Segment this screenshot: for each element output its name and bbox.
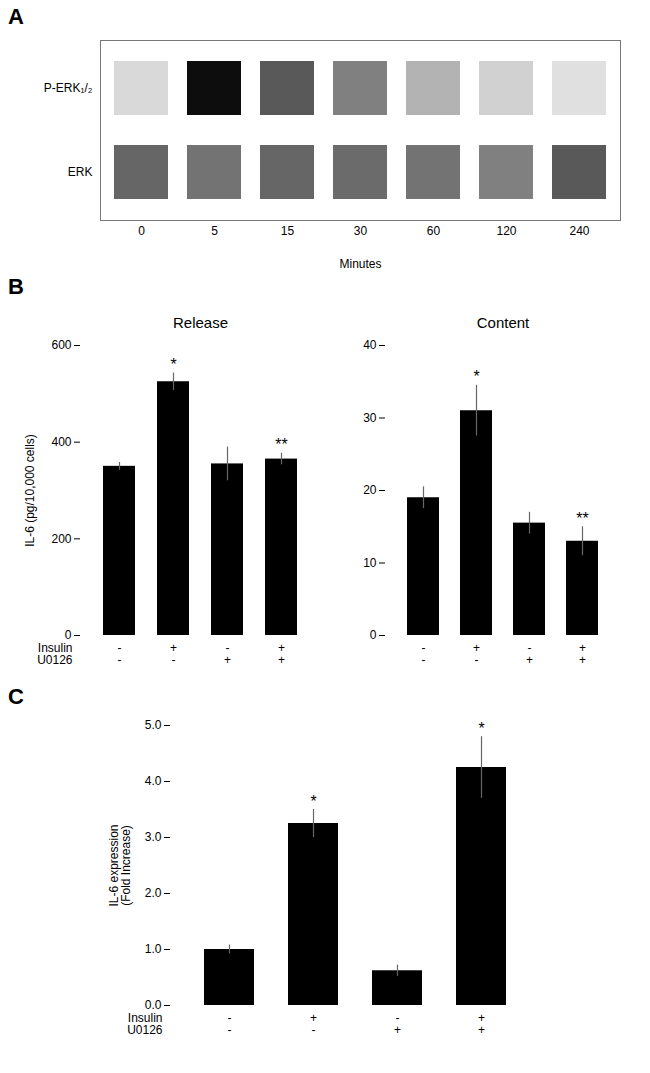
svg-text:+-: +- [473,641,480,667]
svg-text:5.0: 5.0 [145,718,162,732]
svg-text:*: * [310,793,316,810]
svg-text:10: 10 [363,556,377,570]
svg-text:*: * [473,368,479,385]
svg-text:30: 30 [354,224,368,238]
svg-text:0.0: 0.0 [144,998,162,1013]
svg-text:Minutes: Minutes [339,257,381,271]
svg-text:**: ** [275,436,287,453]
svg-text:Release: Release [173,314,228,331]
svg-text:InsulinU0126: InsulinU0126 [37,641,73,667]
svg-text:2.0: 2.0 [145,886,162,900]
svg-text:ERK: ERK [68,165,93,179]
svg-text:600: 600 [51,338,71,352]
svg-text:240: 240 [569,224,589,238]
html-text:A: A [8,4,24,29]
svg-text:120: 120 [496,224,516,238]
svg-text:1.0: 1.0 [145,942,162,956]
svg-text:0: 0 [370,628,377,642]
svg-text:0: 0 [64,628,72,643]
svg-text:Content: Content [477,314,530,331]
svg-text:30: 30 [363,411,377,425]
html-text:C: C [8,684,24,709]
svg-text:*: * [478,720,484,737]
svg-text:InsulinU0126: InsulinU0126 [127,1011,163,1037]
svg-text:3.0: 3.0 [145,830,162,844]
svg-text:20: 20 [363,483,377,497]
svg-text:15: 15 [281,224,295,238]
svg-text:++: ++ [579,641,586,667]
svg-text:+-: +- [170,641,177,667]
svg-text:-+: -+ [394,1011,401,1037]
svg-text:60: 60 [427,224,441,238]
svg-text:**: ** [576,510,588,527]
svg-text:--: -- [422,641,426,667]
svg-text:IL-6 expression(Fold Increase): IL-6 expression(Fold Increase) [107,824,133,906]
svg-text:+-: +- [310,1011,317,1037]
svg-text:++: ++ [278,641,285,667]
svg-text:*: * [170,356,176,373]
svg-text:-+: -+ [526,641,533,667]
svg-text:--: -- [118,641,122,667]
svg-text:P-ERK₁/₂: P-ERK₁/₂ [44,81,93,95]
svg-text:4.0: 4.0 [145,774,162,788]
svg-text:IL-6 (pg/10,000 cells): IL-6 (pg/10,000 cells) [23,434,37,547]
html-text:B: B [8,274,24,299]
svg-text:++: ++ [478,1011,485,1037]
svg-text:--: -- [228,1011,232,1037]
svg-text:200: 200 [51,532,71,546]
svg-text:0: 0 [138,224,145,238]
svg-text:40: 40 [363,338,377,352]
svg-text:5: 5 [211,224,218,238]
svg-text:400: 400 [51,435,71,449]
svg-text:-+: -+ [224,641,231,667]
